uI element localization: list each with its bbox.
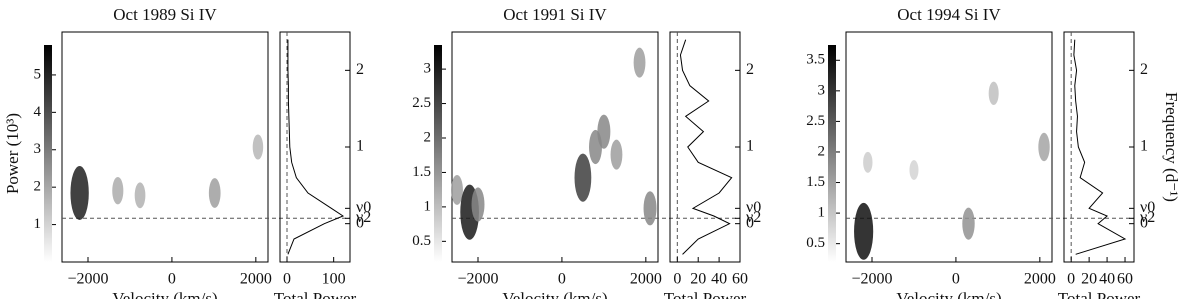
power-tick-label: 0 [1067, 271, 1075, 288]
power-peak [70, 166, 89, 220]
panel-title: Oct 1994 Si IV [897, 5, 1001, 24]
power-axis-label: Total Power [274, 289, 357, 299]
power-tick-label: 20 [1081, 271, 1097, 288]
power-tick-label: 100 [322, 271, 346, 288]
power-peak [633, 47, 646, 78]
power-tick-label: 40 [711, 271, 727, 288]
y2-tick-label: 1 [356, 138, 364, 155]
power-tick-label: 20 [690, 271, 706, 288]
colorbar-tick-label: 1 [424, 198, 432, 214]
x-axis-label: Velocity (km/s) [896, 289, 1001, 299]
x-tick-label: 2000 [240, 271, 272, 288]
power-peak [962, 207, 975, 240]
x-axis-label: Velocity (km/s) [112, 289, 217, 299]
plot-frame [61, 31, 269, 263]
panel-title: Oct 1989 Si IV [113, 5, 217, 24]
y2-tick-label: 1 [1140, 138, 1148, 155]
panel-title: Oct 1991 Si IV [503, 5, 607, 24]
colorbar-tick-label: 2 [818, 143, 826, 159]
power-curve [287, 39, 345, 255]
power-axis-label: Total Power [664, 289, 747, 299]
power-peak [988, 81, 999, 106]
power-frame [1063, 31, 1135, 263]
plot-frame [451, 31, 659, 263]
plot-frame [845, 31, 1053, 263]
power-axis-label: Total Power [1058, 289, 1141, 299]
y2-tick-label: ν0 [746, 199, 761, 216]
colorbar-tick-label: 5 [34, 66, 42, 82]
x-tick-label: −2000 [67, 271, 108, 288]
power-curve [1073, 39, 1127, 255]
colorbar-tick-label: 0.5 [412, 233, 431, 249]
colorbar-tick-label: 1 [818, 205, 826, 221]
y2-tick-label: ν2 [356, 209, 371, 226]
colorbar [828, 45, 836, 262]
colorbar-label: Power (10³) [3, 113, 22, 194]
power-peak [471, 187, 485, 222]
power-peak [909, 160, 919, 180]
power-tick-label: 0 [673, 271, 681, 288]
power-peak [451, 174, 463, 205]
power-peak [252, 134, 264, 160]
x-tick-label: 2000 [630, 271, 662, 288]
y2-tick-label: ν0 [356, 199, 371, 216]
colorbar-tick-label: 3 [424, 61, 432, 77]
power-frame [279, 31, 351, 263]
colorbar-tick-label: 0.5 [806, 235, 825, 251]
colorbar-tick-label: 1 [34, 216, 42, 232]
power-tick-label: 0 [283, 271, 291, 288]
power-peak [643, 191, 657, 226]
y2-tick-label: ν2 [746, 209, 761, 226]
colorbar-tick-label: 3.5 [806, 52, 825, 68]
x-tick-label: −2000 [457, 271, 498, 288]
colorbar [44, 45, 52, 262]
power-tick-label: 60 [732, 271, 748, 288]
colorbar-tick-label: 4 [34, 104, 42, 120]
y2-tick-label: 2 [1140, 61, 1148, 78]
power-peak [854, 202, 874, 260]
x-tick-label: 0 [952, 271, 960, 288]
power-peak [134, 182, 146, 209]
power-peak [610, 139, 623, 170]
power-peak [1038, 132, 1050, 162]
colorbar-tick-label: 2 [34, 179, 42, 195]
colorbar-tick-label: 1.5 [412, 164, 431, 180]
y2-tick-label: 0 [746, 214, 754, 231]
x-tick-label: 0 [558, 271, 566, 288]
y2-tick-label: 2 [746, 61, 754, 78]
power-tick-label: 40 [1099, 271, 1115, 288]
power-peak [112, 177, 124, 205]
power-peak [208, 178, 221, 208]
colorbar-tick-label: 2.5 [806, 113, 825, 129]
colorbar [434, 45, 442, 262]
power-frame [669, 31, 741, 263]
y2-tick-label: 1 [746, 138, 754, 155]
power-peak [597, 114, 611, 149]
colorbar-tick-label: 2.5 [412, 95, 431, 111]
power-peak [574, 153, 592, 202]
power-peak [863, 151, 873, 173]
x-axis-label: Velocity (km/s) [502, 289, 607, 299]
power-tick-label: 60 [1117, 271, 1133, 288]
power-curve [679, 39, 733, 255]
y2-tick-label: 2 [356, 61, 364, 78]
y2-axis-label: Frequency (d⁻¹) [1162, 92, 1181, 202]
y2-tick-label: ν2 [1140, 209, 1155, 226]
y2-tick-label: 0 [1140, 214, 1148, 231]
y2-tick-label: ν0 [1140, 199, 1155, 216]
x-tick-label: 0 [168, 271, 176, 288]
colorbar-tick-label: 3 [818, 82, 826, 98]
colorbar-tick-label: 1.5 [806, 174, 825, 190]
colorbar-tick-label: 2 [424, 129, 432, 145]
x-tick-label: 2000 [1024, 271, 1056, 288]
x-tick-label: −2000 [851, 271, 892, 288]
y2-tick-label: 0 [356, 214, 364, 231]
colorbar-tick-label: 3 [34, 141, 42, 157]
